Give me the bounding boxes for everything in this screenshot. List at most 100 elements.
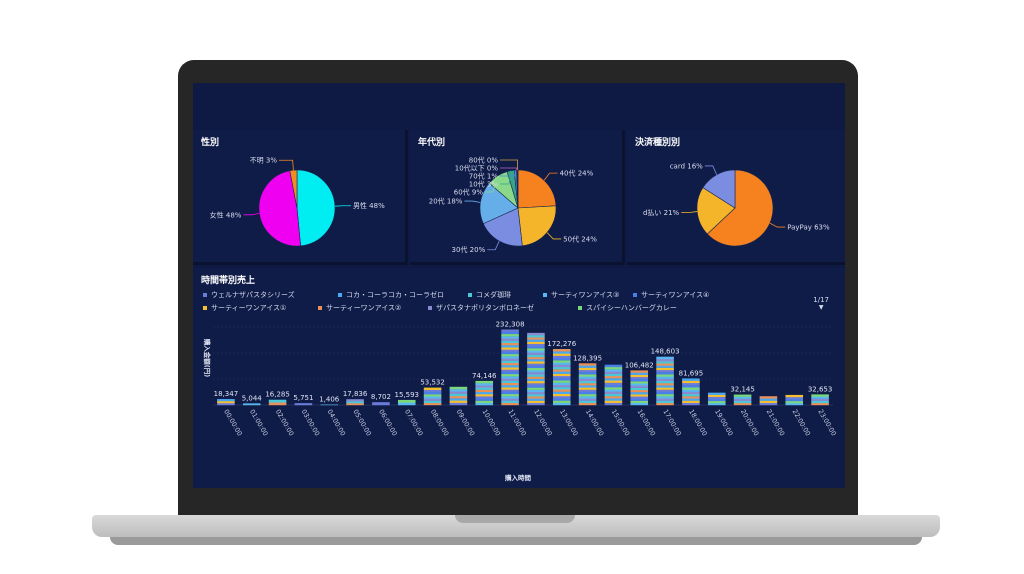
bar-stack[interactable] <box>346 399 364 406</box>
bar-segment <box>268 399 287 403</box>
legend-label: コメダ珈琲 <box>476 291 511 299</box>
bar-segment <box>346 399 364 402</box>
bar-stack[interactable] <box>397 399 416 406</box>
bar-segment <box>785 398 804 402</box>
legend-item[interactable]: サーティーワンアイス① <box>203 303 286 313</box>
pie-slice-label: 10代 3% <box>469 180 499 189</box>
bar-segment <box>501 367 519 370</box>
bar-segment <box>475 394 494 397</box>
bar-segment <box>759 398 778 401</box>
bar-segment <box>501 329 519 332</box>
bar-segment <box>578 378 597 382</box>
bar-stack[interactable] <box>785 394 804 406</box>
bar-segment <box>604 387 623 390</box>
bar-segment <box>682 396 700 399</box>
bar-stack[interactable] <box>682 378 700 406</box>
bar-segment <box>372 402 390 406</box>
bar-segment <box>682 402 700 406</box>
bar-stack[interactable] <box>733 394 752 406</box>
bar-stack[interactable] <box>449 386 468 406</box>
bar-segment <box>501 380 519 383</box>
bar-segment <box>604 398 623 401</box>
bar-stack[interactable] <box>423 387 442 406</box>
pie-slice[interactable] <box>706 169 774 247</box>
x-tick-label: 08:00:00 <box>429 408 451 437</box>
pie-slice-label: 30代 20% <box>452 245 486 254</box>
bar-stack[interactable] <box>630 370 649 406</box>
bar-segment <box>527 370 545 373</box>
bar-segment <box>811 394 829 397</box>
bar-segment <box>320 404 339 406</box>
bar-stack[interactable] <box>578 363 597 406</box>
legend-item[interactable]: コメダ珈琲 <box>468 290 511 300</box>
bar-stack[interactable] <box>294 403 313 406</box>
bar-data-label: 148,603 <box>651 348 680 356</box>
pie-slice[interactable] <box>289 169 298 209</box>
bar-segment <box>552 380 571 383</box>
bar-stack[interactable] <box>552 349 571 406</box>
bar-stack[interactable] <box>656 356 674 406</box>
bar-segment <box>475 396 494 399</box>
pie-slice-label: d払い 21% <box>643 208 680 217</box>
bar-segment <box>604 371 623 374</box>
legend-item[interactable]: サーティワンアイス④ <box>633 290 709 300</box>
bar-segment <box>630 394 649 397</box>
pie-slice-label: 10代以下 0% <box>455 164 499 173</box>
bar-stack[interactable] <box>759 396 778 406</box>
bar-segment <box>785 402 804 406</box>
bar-stack[interactable] <box>372 402 390 406</box>
legend-item[interactable]: スパイシーハンバーグカレー <box>578 303 677 313</box>
legend-item[interactable]: コカ・コーラコカ・コーラゼロ <box>338 290 444 300</box>
bar-segment <box>527 372 545 375</box>
bar-segment <box>217 401 235 404</box>
bar-segment <box>656 365 674 368</box>
pie-slice[interactable] <box>517 205 557 247</box>
bar-stack[interactable] <box>475 380 494 406</box>
x-tick-label: 16:00:00 <box>636 408 658 437</box>
pie-slice[interactable] <box>517 169 557 209</box>
legend-item[interactable]: ウェルナザパスタシリーズ <box>203 290 295 300</box>
legend-label: サーティーワンアイス② <box>326 304 402 312</box>
bar-segment <box>578 387 597 390</box>
bar-segment <box>707 398 726 402</box>
bar-segment <box>501 356 519 359</box>
pager-down-arrow-icon[interactable]: ▼ <box>818 304 824 311</box>
gender-panel: 性別 不明 3% 女性 48% 男性 48% <box>193 130 408 265</box>
pie-leader-line <box>243 213 260 216</box>
bar-segment <box>475 385 494 388</box>
bar-segment <box>397 399 416 403</box>
pie-slice[interactable] <box>479 182 519 224</box>
bar-segment <box>501 362 519 366</box>
laptop-notch <box>455 515 575 523</box>
bar-stack[interactable] <box>217 399 235 406</box>
bar-stack[interactable] <box>242 403 261 406</box>
pie-slice[interactable] <box>296 169 336 247</box>
bar-stack[interactable] <box>501 329 519 406</box>
bar-segment <box>217 403 235 406</box>
bar-segment <box>733 398 752 402</box>
bar-segment <box>604 369 623 372</box>
legend-pager[interactable]: 1/17 ▼ <box>813 296 829 311</box>
pie-slice[interactable] <box>258 170 301 247</box>
legend-item[interactable]: サーティーワンアイス② <box>318 303 401 313</box>
bar-stack[interactable] <box>811 394 829 406</box>
bar-segment <box>552 398 571 401</box>
bar-stack[interactable] <box>320 404 339 406</box>
bar-segment <box>604 380 623 383</box>
bar-segment <box>630 381 649 384</box>
pie-slice-label: card 16% <box>670 162 703 170</box>
legend-item[interactable]: サーティワンアイス③ <box>543 290 619 300</box>
bar-stack[interactable] <box>707 392 726 406</box>
bar-segment <box>552 400 571 403</box>
pie-slice[interactable] <box>482 207 523 247</box>
pie-slice-label: 50代 24% <box>563 234 597 243</box>
bar-segment <box>656 358 674 362</box>
bar-data-label: 128,395 <box>573 354 602 362</box>
bar-segment <box>527 354 545 358</box>
bar-segment <box>604 393 623 397</box>
bar-stack[interactable] <box>604 364 623 406</box>
bar-segment <box>656 363 674 366</box>
bar-stack[interactable] <box>527 332 545 406</box>
bar-stack[interactable] <box>268 399 287 406</box>
legend-item[interactable]: ザパスタナポリタンボロネーゼ <box>428 303 534 313</box>
